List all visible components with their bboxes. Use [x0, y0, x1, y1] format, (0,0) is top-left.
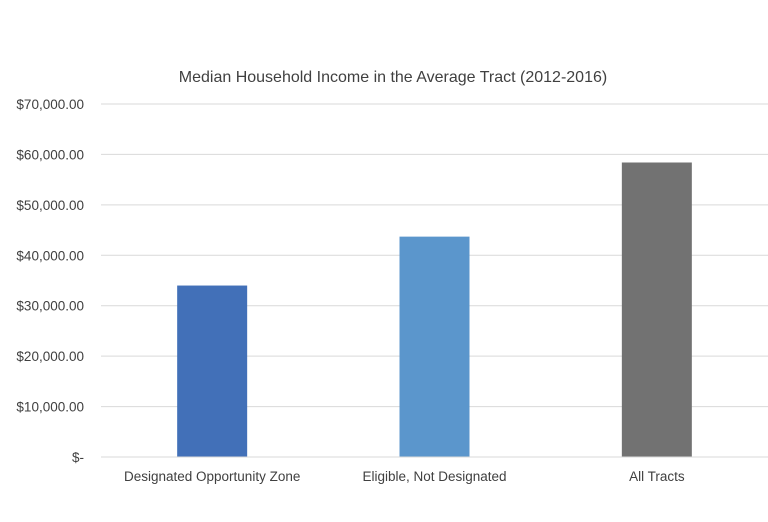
y-tick-label: $30,000.00 [16, 299, 84, 314]
bar-eligible-not-designated [399, 236, 470, 457]
y-tick-label: $60,000.00 [16, 147, 84, 162]
bar-designated-opportunity-zone [177, 285, 248, 457]
bars [177, 162, 692, 458]
chart-title: Median Household Income in the Average T… [179, 69, 607, 86]
y-tick-label: $50,000.00 [16, 198, 84, 213]
x-category-label: Designated Opportunity Zone [124, 469, 300, 484]
x-axis-category-labels: Designated Opportunity Zone Eligible, Not… [124, 469, 685, 484]
y-tick-label: $- [72, 450, 84, 465]
y-tick-label: $10,000.00 [16, 400, 84, 415]
y-tick-label: $40,000.00 [16, 248, 84, 263]
bar-all-tracts [621, 162, 692, 458]
y-tick-label: $70,000.00 [16, 97, 84, 112]
y-axis-tick-labels: $- $10,000.00 $20,000.00 $30,000.00 $40,000.… [16, 97, 84, 465]
x-category-label: Eligible, Not Designated [362, 469, 506, 484]
y-tick-label: $20,000.00 [16, 349, 84, 364]
x-category-label: All Tracts [629, 469, 685, 484]
